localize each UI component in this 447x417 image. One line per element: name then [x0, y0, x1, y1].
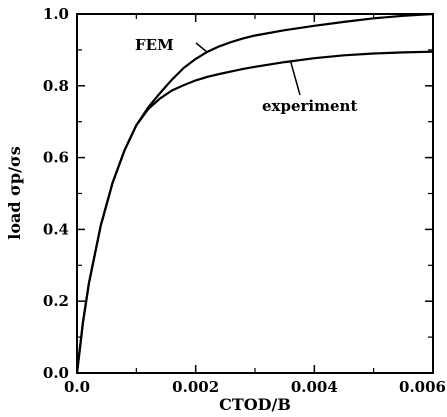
- annotation-label-fem: FEM: [135, 36, 174, 54]
- annotation-label-experiment: experiment: [262, 97, 357, 115]
- series-layer: [75, 12, 434, 374]
- y-tick-label: 0.0: [43, 364, 69, 382]
- annotations: FEM experiment: [135, 36, 357, 115]
- annotation-leader-fem: [195, 42, 209, 53]
- y-tick-label: 0.8: [43, 77, 69, 95]
- y-tick-label: 0.2: [43, 292, 69, 310]
- x-tick-label: 0.002: [172, 378, 219, 396]
- y-tick-label: 0.4: [43, 220, 69, 238]
- y-tick-label: 0.6: [43, 149, 69, 167]
- x-tick-label: 0.006: [399, 378, 446, 396]
- x-tick-label: 0.0: [64, 378, 90, 396]
- x-tick-label: 0.004: [291, 378, 338, 396]
- y-axis-title: load σp/σs: [5, 146, 24, 240]
- y-tick-label: 1.0: [43, 5, 69, 23]
- x-axis-ticks: 0.0 0.002 0.004 0.006: [64, 14, 446, 396]
- y-axis-ticks: 0.0 0.2 0.4 0.6 0.8 1.0: [43, 5, 433, 382]
- annotation-leader-experiment: [289, 61, 301, 96]
- series-line-experiment: [75, 50, 434, 374]
- x-axis-title: CTOD/B: [219, 395, 291, 414]
